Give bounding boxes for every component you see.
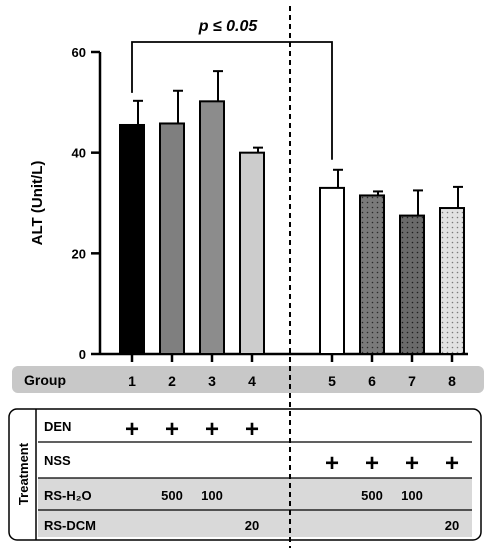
treatment-row-label: DEN xyxy=(44,419,71,434)
shaded-row-rs-h2o xyxy=(38,478,472,510)
group-number-6: 6 xyxy=(368,373,376,389)
group-number-8: 8 xyxy=(448,373,456,389)
treatment-row-label: RS-H₂O xyxy=(44,488,92,503)
plus-mark: + xyxy=(365,450,379,477)
significance-annotation: p ≤ 0.05 xyxy=(131,18,333,160)
plus-mark: + xyxy=(165,416,179,443)
dose-value: 20 xyxy=(445,518,459,533)
y-tick-label: 60 xyxy=(72,45,86,60)
dose-value: 500 xyxy=(161,488,183,503)
group-number-2: 2 xyxy=(168,373,176,389)
significance-label: p ≤ 0.05 xyxy=(198,18,259,35)
plus-mark: + xyxy=(445,450,459,477)
x-axis-ticks xyxy=(130,354,454,362)
bar-group-3 xyxy=(199,100,225,356)
plus-mark: + xyxy=(325,450,339,477)
treatment-table: Treatment DEN + + + + NSS + + + + RS-H₂O 500 100 500 1… xyxy=(8,408,482,541)
treatment-row-label: RS-DCM xyxy=(44,518,96,533)
bar-group-8 xyxy=(439,207,465,355)
group-number-7: 7 xyxy=(408,373,416,389)
plus-mark: + xyxy=(405,450,419,477)
shaded-row-rs-dcm xyxy=(38,510,472,537)
group-number-3: 3 xyxy=(208,373,216,389)
bar-group-7 xyxy=(399,214,425,355)
group-numbers: 1 2 3 4 5 6 7 8 xyxy=(128,373,456,389)
treatment-label: Treatment xyxy=(16,442,31,505)
bars-layer xyxy=(119,70,465,356)
plus-mark: + xyxy=(125,416,139,443)
treatment-rows: DEN + + + + NSS + + + + RS-H₂O 500 100 500 100 RS-DCM 20… xyxy=(44,416,459,533)
group-number-1: 1 xyxy=(128,373,136,389)
table-border xyxy=(8,408,482,541)
dose-value: 20 xyxy=(245,518,259,533)
group-band xyxy=(12,366,484,393)
bar-group-6 xyxy=(359,194,385,355)
y-tick-label: 0 xyxy=(79,347,86,362)
plus-mark: + xyxy=(205,416,219,443)
y-tick-label: 40 xyxy=(72,146,86,161)
y-tick-label: 20 xyxy=(72,246,86,261)
significance-bracket xyxy=(131,41,333,160)
group-label: Group xyxy=(24,372,66,388)
group-number-4: 4 xyxy=(248,373,256,389)
dose-value: 100 xyxy=(401,488,423,503)
dose-value: 100 xyxy=(201,488,223,503)
bar-group-1 xyxy=(119,123,145,355)
bar-group-2 xyxy=(159,122,185,356)
y-axis-ticks: 0 20 40 60 xyxy=(72,45,100,362)
y-axis-title: ALT (Unit/L) xyxy=(29,161,46,246)
bar-group-4 xyxy=(239,151,265,355)
treatment-row-label: NSS xyxy=(44,453,71,468)
group-number-5: 5 xyxy=(328,373,336,389)
plus-mark: + xyxy=(245,416,259,443)
dose-value: 500 xyxy=(361,488,383,503)
bar-group-5 xyxy=(319,186,345,355)
